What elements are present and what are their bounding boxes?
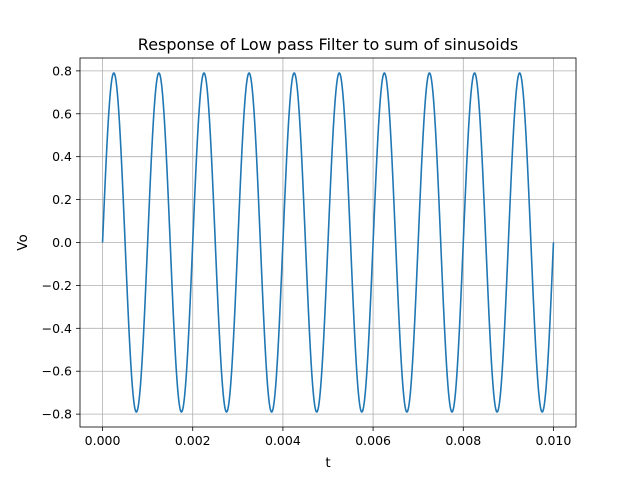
series-line xyxy=(101,72,555,413)
y-tick-label: 0.6 xyxy=(52,106,72,121)
y-tick-label: 0.2 xyxy=(52,192,72,207)
x-tick-label: 0.008 xyxy=(445,433,481,448)
series-group xyxy=(101,72,555,413)
y-tick-label: −0.8 xyxy=(42,407,72,422)
y-tick-label: −0.2 xyxy=(42,278,72,293)
chart-title: Response of Low pass Filter to sum of si… xyxy=(138,35,518,54)
y-tick-label: 0.4 xyxy=(52,149,72,164)
y-tick-label: −0.4 xyxy=(42,321,72,336)
x-axis-ticks: 0.000 0.002 0.004 0.006 0.008 0.010 xyxy=(85,427,572,448)
x-tick-label: 0.002 xyxy=(175,433,211,448)
y-axis-ticks: −0.8 −0.6 −0.4 −0.2 0.0 0.2 0.4 0.6 0.8 xyxy=(42,63,80,422)
y-tick-label: 0.0 xyxy=(52,235,72,250)
x-tick-label: 0.000 xyxy=(85,433,121,448)
y-axis-label: Vo xyxy=(15,234,31,250)
x-tick-label: 0.004 xyxy=(265,433,301,448)
x-tick-label: 0.010 xyxy=(536,433,572,448)
x-axis-label: t xyxy=(325,455,330,471)
y-tick-label: −0.6 xyxy=(42,364,72,379)
y-tick-label: 0.8 xyxy=(52,63,72,78)
x-tick-label: 0.006 xyxy=(355,433,391,448)
